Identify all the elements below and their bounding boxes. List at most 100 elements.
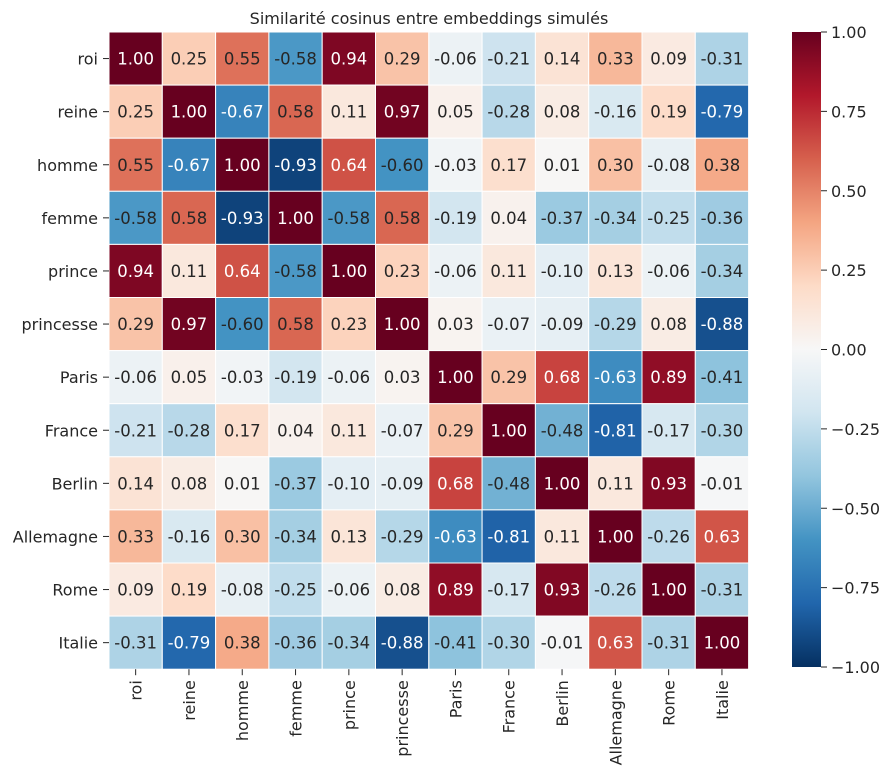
- cell-value-label: -0.31: [647, 634, 690, 653]
- cell-value-label: -0.60: [381, 156, 424, 175]
- heatmap-cell: [481, 562, 536, 617]
- heatmap-cell: [215, 562, 270, 617]
- heatmap-cell: [215, 137, 270, 192]
- heatmap-cell: [161, 243, 217, 298]
- cell-value-label: 1.00: [597, 527, 634, 546]
- heatmap-cell: [215, 190, 270, 245]
- cell-value-label: -0.21: [114, 421, 157, 440]
- heatmap-cell: [375, 243, 430, 298]
- cell-value-label: -0.34: [274, 527, 317, 546]
- heatmap-cell: [428, 350, 483, 405]
- heatmap-cell: [321, 350, 377, 405]
- heatmap-cell: [588, 84, 643, 139]
- cell-value-label: 0.08: [384, 581, 421, 600]
- cell-value-label: 1.00: [117, 50, 154, 69]
- row-tick-labels: roi reine homme femme prince princesse Paris Fr…: [13, 50, 109, 653]
- heatmap-cell: [375, 297, 430, 352]
- cell-value-label: 0.04: [490, 209, 527, 228]
- cell-value-label: 0.63: [597, 634, 634, 653]
- cell-value-label: -0.06: [647, 262, 690, 281]
- heatmap-cell: [108, 137, 163, 192]
- colorbar-tick-label: −1.00: [831, 658, 880, 677]
- cell-value-label: 0.29: [384, 50, 421, 69]
- heatmap-cell: [694, 137, 750, 192]
- cell-value-label: -0.30: [701, 421, 744, 440]
- cell-value-label: -0.63: [594, 368, 637, 387]
- heatmap-cell: [161, 84, 217, 139]
- heatmap-cell: [694, 190, 750, 245]
- heatmap-cell: [588, 350, 643, 405]
- column-tick-label: Allemagne: [606, 680, 625, 765]
- cell-value-label: 0.11: [490, 262, 527, 281]
- row-tick-label: reine: [58, 103, 99, 122]
- heatmap-cell: [268, 84, 323, 139]
- cell-value-label: 0.01: [544, 156, 581, 175]
- cell-value-label: 1.00: [277, 209, 314, 228]
- heatmap-cell: [428, 562, 483, 617]
- cell-value-label: -0.25: [647, 209, 690, 228]
- column-tick-label: femme: [287, 680, 306, 737]
- cell-value-label: -0.60: [221, 315, 264, 334]
- heatmap-cell: [215, 615, 270, 670]
- heatmap-cell: [694, 615, 750, 670]
- cell-value-label: -0.10: [327, 474, 370, 493]
- row-tick-label: Rome: [52, 581, 98, 600]
- colorbar-gradient: [792, 32, 821, 667]
- heatmap-cell: [268, 403, 323, 458]
- heatmap-cell: [215, 403, 270, 458]
- row-tick-label: Paris: [60, 368, 98, 387]
- heatmap-cell: [428, 243, 483, 298]
- heatmap-cell: [108, 562, 163, 617]
- cell-value-label: 0.08: [650, 315, 687, 334]
- cell-value-label: -0.34: [327, 634, 370, 653]
- heatmap-cell: [481, 243, 536, 298]
- row-tick-label: Italie: [58, 634, 98, 653]
- heatmap-cell: [641, 190, 696, 245]
- heatmap-cell: [161, 562, 217, 617]
- cell-value-label: 0.01: [224, 474, 261, 493]
- cell-value-label: -0.06: [434, 50, 477, 69]
- heatmap-cell: [534, 562, 590, 617]
- heatmap-cell: [481, 31, 536, 86]
- cell-value-label: 0.58: [277, 103, 314, 122]
- heatmap-cell: [108, 243, 163, 298]
- row-tick-label: femme: [42, 209, 99, 228]
- cell-value-label: -0.26: [594, 581, 637, 600]
- heatmap-cell: [375, 562, 430, 617]
- heatmap-cells: 1.00 0.25 0.55 -0.58 0.94 0.29 -0.06 -0.21 0.14 0…: [108, 31, 750, 670]
- heatmap-cell: [534, 190, 590, 245]
- cell-value-label: -0.16: [168, 527, 211, 546]
- heatmap-cell: [534, 84, 590, 139]
- column-tick-label: Rome: [660, 680, 679, 726]
- heatmap-cell: [641, 243, 696, 298]
- heatmap-cell: [534, 456, 590, 511]
- cell-value-label: -0.03: [434, 156, 477, 175]
- heatmap-cell: [268, 190, 323, 245]
- row-tick-label: Berlin: [52, 474, 98, 493]
- cell-value-label: -0.58: [274, 50, 317, 69]
- cell-value-label: 0.05: [437, 103, 474, 122]
- cell-value-label: -0.81: [487, 527, 530, 546]
- cell-value-label: 0.11: [597, 474, 634, 493]
- heatmap-cell: [108, 350, 163, 405]
- heatmap-cell: [694, 456, 750, 511]
- cell-value-label: -0.26: [647, 527, 690, 546]
- colorbar-tick-label: 0.00: [831, 341, 867, 360]
- heatmap-cell: [375, 456, 430, 511]
- heatmap-cell: [481, 84, 536, 139]
- heatmap-cell: [694, 562, 750, 617]
- cell-value-label: -0.93: [221, 209, 264, 228]
- cell-value-label: -0.09: [541, 315, 584, 334]
- cell-value-label: -0.36: [701, 209, 744, 228]
- heatmap-cell: [108, 31, 163, 86]
- cell-value-label: -0.88: [701, 315, 744, 334]
- cell-value-label: 0.55: [117, 156, 154, 175]
- cell-value-label: -0.67: [168, 156, 211, 175]
- cell-value-label: 0.94: [330, 50, 367, 69]
- cell-value-label: 0.14: [544, 50, 581, 69]
- colorbar: 1.00 0.75 0.50 0.25 0.00 −0.25 −0.50 −0.75 −1.00: [792, 23, 880, 677]
- heatmap-cell: [321, 509, 377, 564]
- column-tick-label: Berlin: [553, 680, 572, 726]
- heatmap-cell: [588, 190, 643, 245]
- cell-value-label: 1.00: [330, 262, 367, 281]
